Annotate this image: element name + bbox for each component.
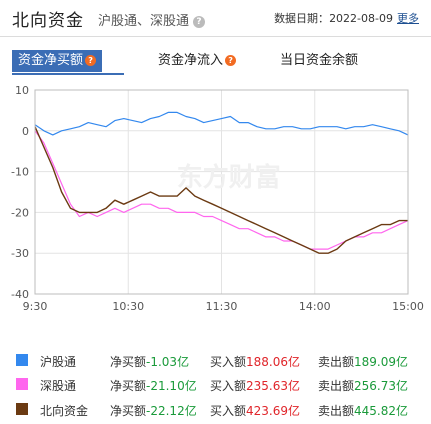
legend-sell-sh: 卖出额189.09亿 bbox=[318, 353, 408, 370]
x-tick-label: 11:30 bbox=[206, 300, 238, 313]
net-label: 净买额 bbox=[110, 404, 147, 418]
legend-row-sz: 深股通 净买额-21.10亿 买入额235.63亿 卖出额256.73亿 bbox=[0, 372, 431, 398]
tab-net-inflow[interactable]: 资金净流入? bbox=[152, 50, 242, 72]
legend-name-sh: 沪股通 bbox=[40, 355, 77, 369]
help-icon[interactable]: ? bbox=[193, 15, 206, 28]
x-tick-label: 15:00 bbox=[392, 300, 424, 313]
tab-balance[interactable]: 当日资金余额 bbox=[274, 50, 364, 72]
x-tick-label: 10:30 bbox=[112, 300, 144, 313]
tab-balance-label: 当日资金余额 bbox=[280, 53, 359, 68]
y-axis: 10 0 -10 -20 -30 -40 bbox=[11, 84, 29, 301]
header-divider bbox=[0, 36, 431, 37]
legend-name-sz: 深股通 bbox=[40, 379, 77, 393]
sell-value: 189.09亿 bbox=[354, 355, 409, 369]
legend-sell-north: 卖出额445.82亿 bbox=[318, 402, 408, 419]
legend-name-north: 北向资金 bbox=[40, 404, 89, 418]
legend-swatch-sz bbox=[16, 378, 28, 390]
net-value: -21.10亿 bbox=[146, 379, 197, 393]
legend-swatch-north bbox=[16, 403, 28, 415]
page-title: 北向资金 bbox=[12, 11, 84, 31]
y-tick-label: 10 bbox=[15, 84, 29, 97]
header: 北向资金 沪股通、深股通? 数据日期：2022-08-09 更多 bbox=[0, 0, 431, 36]
legend-net-sz: 净买额-21.10亿 bbox=[110, 377, 197, 394]
line-chart: 东方财富 10 0 -10 -20 -30 -40 9:30 10:30 11:30 14:00… bbox=[11, 84, 424, 313]
legend-net-sh: 净买额-1.03亿 bbox=[110, 353, 189, 370]
sell-value: 445.82亿 bbox=[354, 404, 409, 418]
tab-active-underline bbox=[12, 73, 124, 75]
legend-buy-sz: 买入额235.63亿 bbox=[210, 377, 300, 394]
date-value: 2022-08-09 bbox=[329, 12, 393, 25]
legend-swatch-sh bbox=[16, 354, 28, 366]
chart-series bbox=[34, 111, 409, 254]
date-info: 数据日期：2022-08-09 更多 bbox=[274, 10, 419, 26]
buy-value: 235.63亿 bbox=[246, 379, 301, 393]
buy-label: 买入额 bbox=[210, 404, 247, 418]
y-tick-label: -40 bbox=[11, 288, 29, 301]
tab-net-inflow-help-icon[interactable]: ? bbox=[225, 55, 237, 66]
sell-label: 卖出额 bbox=[318, 379, 355, 393]
buy-label: 买入额 bbox=[210, 355, 247, 369]
series-line-2 bbox=[34, 126, 408, 254]
y-tick-label: -10 bbox=[11, 166, 29, 179]
tab-net-buy-help-icon[interactable]: ? bbox=[85, 55, 97, 66]
series-line-0 bbox=[34, 111, 409, 136]
tab-net-buy[interactable]: 资金净买额? bbox=[12, 50, 103, 72]
subtitle-text: 沪股通、深股通 bbox=[98, 14, 190, 29]
legend-row-north: 北向资金 净买额-22.12亿 买入额423.69亿 卖出额445.82亿 bbox=[0, 397, 431, 423]
x-axis: 9:30 10:30 11:30 14:00 15:00 bbox=[23, 300, 424, 313]
net-label: 净买额 bbox=[110, 379, 147, 393]
legend-buy-sh: 买入额188.06亿 bbox=[210, 353, 300, 370]
buy-value: 423.69亿 bbox=[246, 404, 301, 418]
more-link[interactable]: 更多 bbox=[397, 12, 419, 25]
sell-label: 卖出额 bbox=[318, 404, 355, 418]
plot-frame bbox=[34, 89, 409, 295]
x-tick-label: 14:00 bbox=[299, 300, 331, 313]
buy-label: 买入额 bbox=[210, 379, 247, 393]
y-tick-label: -30 bbox=[11, 247, 29, 260]
net-value: -22.12亿 bbox=[146, 404, 197, 418]
net-label: 净买额 bbox=[110, 355, 147, 369]
sell-value: 256.73亿 bbox=[354, 379, 409, 393]
legend-net-north: 净买额-22.12亿 bbox=[110, 402, 197, 419]
date-label: 数据日期： bbox=[274, 12, 330, 25]
legend-sell-sz: 卖出额256.73亿 bbox=[318, 377, 408, 394]
legend-row-sh: 沪股通 净买额-1.03亿 买入额188.06亿 卖出额189.09亿 bbox=[0, 348, 431, 374]
net-value: -1.03亿 bbox=[146, 355, 190, 369]
y-tick-label: -20 bbox=[11, 206, 29, 219]
subtitle: 沪股通、深股通? bbox=[98, 10, 206, 29]
y-tick-label: 0 bbox=[22, 125, 29, 138]
watermark: 东方财富 bbox=[177, 162, 281, 193]
buy-value: 188.06亿 bbox=[246, 355, 301, 369]
x-tick-label: 9:30 bbox=[23, 300, 48, 313]
legend-buy-north: 买入额423.69亿 bbox=[210, 402, 300, 419]
tab-net-inflow-label: 资金净流入 bbox=[158, 53, 224, 68]
tab-net-buy-label: 资金净买额 bbox=[18, 53, 84, 68]
sell-label: 卖出额 bbox=[318, 355, 355, 369]
